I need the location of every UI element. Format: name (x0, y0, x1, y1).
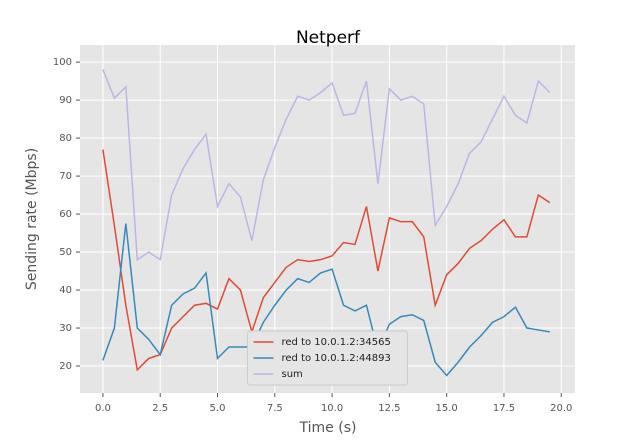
x-tick-label: 7.5 (267, 403, 283, 414)
x-axis-label: Time (s) (299, 420, 357, 436)
chart-title: Netperf (296, 28, 361, 48)
legend-label: red to 10.0.1.2:34565 (282, 337, 391, 348)
series-line (102, 223, 550, 377)
series-line (102, 149, 551, 372)
y-tick-label: 50 (59, 247, 72, 258)
legend-label: sum (282, 369, 303, 380)
y-tick-label: 30 (59, 323, 72, 334)
y-tick-label: 40 (59, 285, 72, 296)
y-tick-label: 90 (59, 95, 72, 106)
x-tick-label: 5.0 (210, 403, 226, 414)
x-tick-label: 17.5 (493, 403, 515, 414)
y-tick-label: 100 (53, 57, 72, 68)
y-tick-label: 80 (59, 133, 72, 144)
y-tick-label: 60 (59, 209, 72, 220)
y-tick-label: 20 (59, 361, 72, 372)
x-tick-label: 12.5 (378, 403, 400, 414)
y-axis-label: Sending rate (Mbps) (24, 148, 40, 290)
series-line (102, 69, 551, 261)
x-tick-label: 2.5 (152, 403, 168, 414)
x-tick-label: 10.0 (321, 403, 343, 414)
x-tick-label: 15.0 (436, 403, 458, 414)
x-tick-label: 20.0 (550, 403, 572, 414)
legend-label: red to 10.0.1.2:44893 (282, 353, 391, 364)
legend-box (247, 330, 408, 386)
y-tick-label: 70 (59, 171, 72, 182)
x-tick-label: 0.0 (95, 403, 111, 414)
